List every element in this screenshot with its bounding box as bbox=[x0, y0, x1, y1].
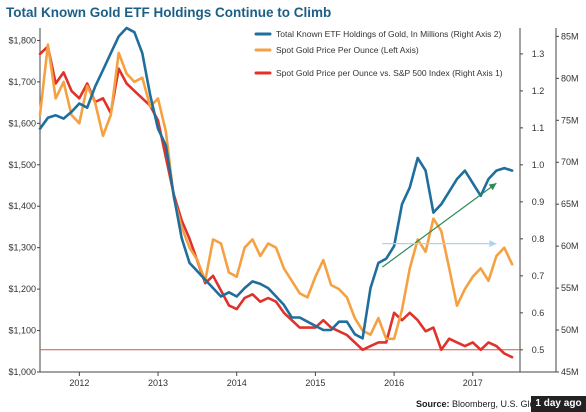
y-right1-tick-label: 1.2 bbox=[532, 86, 545, 96]
y-right2-tick-label: 70M bbox=[561, 157, 579, 167]
x-tick-label: 2014 bbox=[227, 378, 247, 388]
y-right2-tick-label: 75M bbox=[561, 115, 579, 125]
source-text: Bloomberg, U.S. Glo bbox=[452, 399, 535, 409]
y-right1-tick-label: 1.1 bbox=[532, 123, 545, 133]
series-line-0 bbox=[38, 26, 514, 340]
y-left-tick-label: $1,700 bbox=[8, 77, 36, 87]
series-line-2 bbox=[38, 45, 514, 359]
legend-label-1: Spot Gold Price Per Ounce (Left Axis) bbox=[276, 45, 419, 55]
chart-legend: Total Known ETF Holdings of Gold, In Mil… bbox=[254, 29, 503, 78]
chart-title: Total Known Gold ETF Holdings Continue t… bbox=[6, 5, 332, 20]
y-left-tick-label: $1,100 bbox=[8, 326, 36, 336]
y-right1-tick-label: 1.3 bbox=[532, 49, 545, 59]
y-right2-tick-label: 80M bbox=[561, 73, 579, 83]
series-line-1 bbox=[38, 43, 514, 341]
x-tick-label: 2012 bbox=[69, 378, 89, 388]
x-tick-label: 2016 bbox=[384, 378, 404, 388]
x-tick-label: 2017 bbox=[463, 378, 483, 388]
trend-arrow-head-0 bbox=[488, 183, 497, 191]
trend-annotations bbox=[381, 182, 497, 268]
y-right2-tick-label: 85M bbox=[561, 31, 579, 41]
y-right2-tick-label: 50M bbox=[561, 325, 579, 335]
timestamp-badge: 1 day ago bbox=[531, 396, 586, 412]
x-tick-label: 2013 bbox=[148, 378, 168, 388]
y-right2-tick-label: 55M bbox=[561, 283, 579, 293]
y-right2-tick-label: 45M bbox=[561, 367, 579, 377]
y-right1-tick-label: 1.0 bbox=[532, 160, 545, 170]
y-right2-tick-label: 65M bbox=[561, 199, 579, 209]
y-right2-tick-label: 60M bbox=[561, 241, 579, 251]
y-right1-tick-label: 0.8 bbox=[532, 234, 545, 244]
source-note: Source: Bloomberg, U.S. Glo bbox=[416, 399, 535, 409]
y-left-tick-label: $1,500 bbox=[8, 160, 36, 170]
x-tick-label: 2015 bbox=[305, 378, 325, 388]
y-left-tick-label: $1,300 bbox=[8, 243, 36, 253]
legend-label-0: Total Known ETF Holdings of Gold, In Mil… bbox=[276, 29, 502, 39]
chart-axes: 2012 2013 2014 2015 2016 2017 $1,000 $1,100 $1,2… bbox=[8, 28, 579, 388]
y-left-tick-label: $1,600 bbox=[8, 118, 36, 128]
y-left-tick-label: $1,800 bbox=[8, 35, 36, 45]
trend-arrow-0 bbox=[381, 182, 497, 268]
y-right1-tick-label: 0.7 bbox=[532, 271, 545, 281]
y-right1-tick-label: 0.5 bbox=[532, 345, 545, 355]
y-left-tick-label: $1,000 bbox=[8, 367, 36, 377]
series-lines bbox=[38, 26, 514, 359]
y-right1-tick-label: 0.6 bbox=[532, 308, 545, 318]
source-label: Source: bbox=[416, 399, 450, 409]
y-left-tick-label: $1,400 bbox=[8, 201, 36, 211]
legend-label-2: Spot Gold Price per Ounce vs. S&P 500 In… bbox=[276, 68, 503, 78]
y-right1-tick-label: 0.9 bbox=[532, 197, 545, 207]
trend-arrow-head-1 bbox=[489, 240, 497, 248]
y-left-tick-label: $1,200 bbox=[8, 284, 36, 294]
